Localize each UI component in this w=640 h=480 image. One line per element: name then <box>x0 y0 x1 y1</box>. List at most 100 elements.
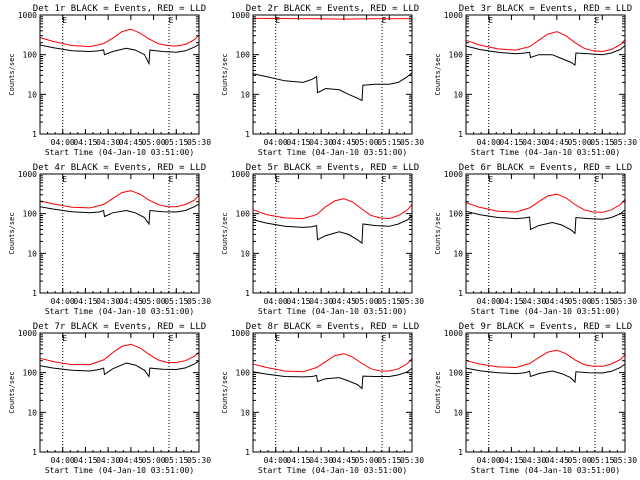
plot-frame <box>465 14 626 135</box>
x-tick-label: 05:00 <box>355 456 379 465</box>
x-axis-label: Start Time (04-Jan-10 03:51:00) <box>471 466 620 475</box>
y-tick-label: 1 <box>458 448 463 457</box>
panel-title: Det 3r BLACK = Events, RED = LLD <box>459 4 632 14</box>
x-tick-label: 05:15 <box>590 138 614 147</box>
events-series-line <box>465 363 626 384</box>
y-axis-label: Counts/sec <box>434 371 442 413</box>
lld-series-line <box>252 198 413 220</box>
events-series-line <box>252 215 413 245</box>
x-tick-label: 04:15 <box>286 138 310 147</box>
y-tick-label: 1000 <box>444 329 463 338</box>
marker-label: E <box>488 334 493 343</box>
y-tick-label: 10 <box>453 408 463 417</box>
y-tick-label: 1000 <box>231 11 250 20</box>
y-tick-label: 10 <box>240 249 250 258</box>
y-tick-label: 1 <box>32 448 37 457</box>
x-tick-label: 05:15 <box>590 456 614 465</box>
y-tick-label: 1 <box>32 289 37 298</box>
x-tick-label: 05:15 <box>164 297 188 306</box>
x-tick-label: 05:15 <box>590 297 614 306</box>
x-tick-label: 04:15 <box>286 297 310 306</box>
y-tick-label: 10 <box>453 249 463 258</box>
panel-title: Det 6r BLACK = Events, RED = LLD <box>459 163 632 173</box>
y-tick-label: 10 <box>27 90 37 99</box>
events-series-line <box>39 360 200 378</box>
events-series-line <box>39 203 200 226</box>
events-series-line <box>465 209 626 235</box>
y-axis-label: Counts/sec <box>434 53 442 95</box>
y-tick-label: 10 <box>453 90 463 99</box>
x-tick-label: 05:30 <box>187 456 211 465</box>
lld-series-line <box>39 28 200 48</box>
y-axis-label: Counts/sec <box>221 371 229 413</box>
x-axis-label: Start Time (04-Jan-10 03:51:00) <box>258 466 407 475</box>
x-tick-label: 04:00 <box>51 456 75 465</box>
marker-label: E <box>169 334 174 343</box>
detector-panel: Det 8r BLACK = Events, RED = LLD 1 10 100 10… <box>221 322 424 475</box>
x-tick-label: 05:15 <box>164 456 188 465</box>
detector-panel: Det 3r BLACK = Events, RED = LLD 1 10 100 10… <box>434 4 637 157</box>
x-tick-label: 05:15 <box>377 138 401 147</box>
x-tick-label: 05:30 <box>400 456 424 465</box>
marker-label: E <box>62 334 67 343</box>
detector-panel: Det 7r BLACK = Events, RED = LLD 1 10 100 10… <box>8 322 211 475</box>
y-tick-label: 100 <box>449 210 464 219</box>
panel-title: Det 4r BLACK = Events, RED = LLD <box>33 163 206 173</box>
x-tick-label: 05:00 <box>568 456 592 465</box>
lld-series-line <box>465 193 626 213</box>
plot-frame <box>39 332 200 453</box>
y-tick-label: 10 <box>27 249 37 258</box>
y-axis-label: Counts/sec <box>221 212 229 254</box>
y-tick-label: 1 <box>245 448 250 457</box>
y-tick-label: 100 <box>23 210 38 219</box>
x-tick-label: 04:00 <box>51 297 75 306</box>
x-tick-label: 05:00 <box>355 297 379 306</box>
marker-label: E <box>169 16 174 25</box>
lld-series-line <box>39 190 200 209</box>
x-axis-label: Start Time (04-Jan-10 03:51:00) <box>471 148 620 157</box>
marker-label: E <box>488 175 493 184</box>
marker-label: E <box>382 175 387 184</box>
x-tick-label: 05:30 <box>400 138 424 147</box>
events-series-line <box>465 45 626 66</box>
x-tick-label: 04:00 <box>477 297 501 306</box>
x-axis-label: Start Time (04-Jan-10 03:51:00) <box>258 148 407 157</box>
marker-label: E <box>275 334 280 343</box>
y-tick-label: 100 <box>236 369 251 378</box>
x-tick-label: 04:30 <box>96 138 120 147</box>
x-tick-label: 05:00 <box>355 138 379 147</box>
marker-label: E <box>275 175 280 184</box>
x-tick-label: 04:15 <box>73 138 97 147</box>
marker-label: E <box>169 175 174 184</box>
detector-panel: Det 9r BLACK = Events, RED = LLD 1 10 100 10… <box>434 322 637 475</box>
detector-panel: Det 1r BLACK = Events, RED = LLD 1 10 100 10… <box>8 4 211 157</box>
plot-frame <box>39 173 200 294</box>
x-axis-label: Start Time (04-Jan-10 03:51:00) <box>45 466 194 475</box>
panel-title: Det 8r BLACK = Events, RED = LLD <box>246 322 419 332</box>
y-tick-label: 100 <box>236 51 251 60</box>
y-tick-label: 1 <box>245 289 250 298</box>
x-tick-label: 05:30 <box>613 138 637 147</box>
x-tick-label: 05:00 <box>568 297 592 306</box>
x-tick-label: 04:45 <box>332 297 356 306</box>
lld-series-line <box>465 349 626 369</box>
x-tick-label: 05:00 <box>142 138 166 147</box>
plot-frame <box>465 332 626 453</box>
y-axis-label: Counts/sec <box>8 371 16 413</box>
marker-label: E <box>62 16 67 25</box>
events-series-line <box>252 72 413 102</box>
panel-title: Det 2r BLACK = Events, RED = LLD <box>246 4 419 14</box>
x-tick-label: 04:00 <box>264 456 288 465</box>
x-axis-label: Start Time (04-Jan-10 03:51:00) <box>45 307 194 316</box>
y-tick-label: 10 <box>240 408 250 417</box>
x-tick-label: 04:15 <box>499 456 523 465</box>
y-tick-label: 1 <box>245 130 250 139</box>
x-tick-label: 05:00 <box>568 138 592 147</box>
plot-frame <box>465 173 626 294</box>
events-series-line <box>39 44 200 66</box>
y-tick-label: 100 <box>449 369 464 378</box>
x-tick-label: 04:45 <box>545 138 569 147</box>
x-tick-label: 04:30 <box>309 138 333 147</box>
y-tick-label: 10 <box>27 408 37 417</box>
